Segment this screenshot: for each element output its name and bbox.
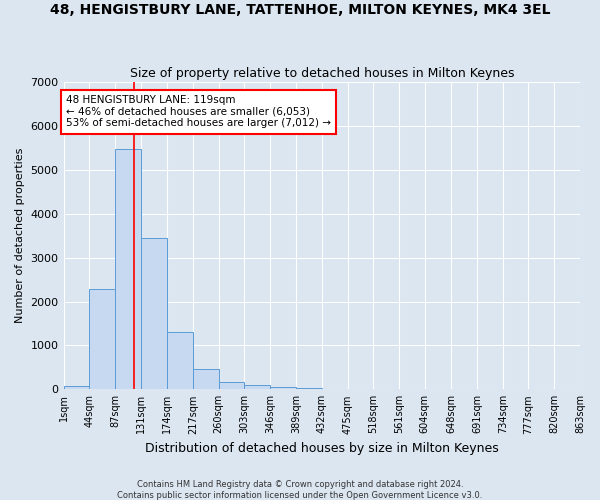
Title: Size of property relative to detached houses in Milton Keynes: Size of property relative to detached ho… [130,66,514,80]
Text: 48, HENGISTBURY LANE, TATTENHOE, MILTON KEYNES, MK4 3EL: 48, HENGISTBURY LANE, TATTENHOE, MILTON … [50,2,550,16]
Text: Contains HM Land Registry data © Crown copyright and database right 2024.
Contai: Contains HM Land Registry data © Crown c… [118,480,482,500]
Bar [270,386,296,390]
Text: 48 HENGISTBURY LANE: 119sqm
← 46% of detached houses are smaller (6,053)
53% of : 48 HENGISTBURY LANE: 119sqm ← 46% of det… [66,95,331,128]
Bar [115,149,142,390]
Bar [219,382,244,390]
Bar [244,386,270,390]
Y-axis label: Number of detached properties: Number of detached properties [15,148,25,324]
Bar [167,332,193,390]
Bar [296,388,322,390]
Bar [193,369,219,390]
Bar [64,386,89,390]
X-axis label: Distribution of detached houses by size in Milton Keynes: Distribution of detached houses by size … [145,442,499,455]
Bar [142,238,167,390]
Bar [89,289,115,390]
